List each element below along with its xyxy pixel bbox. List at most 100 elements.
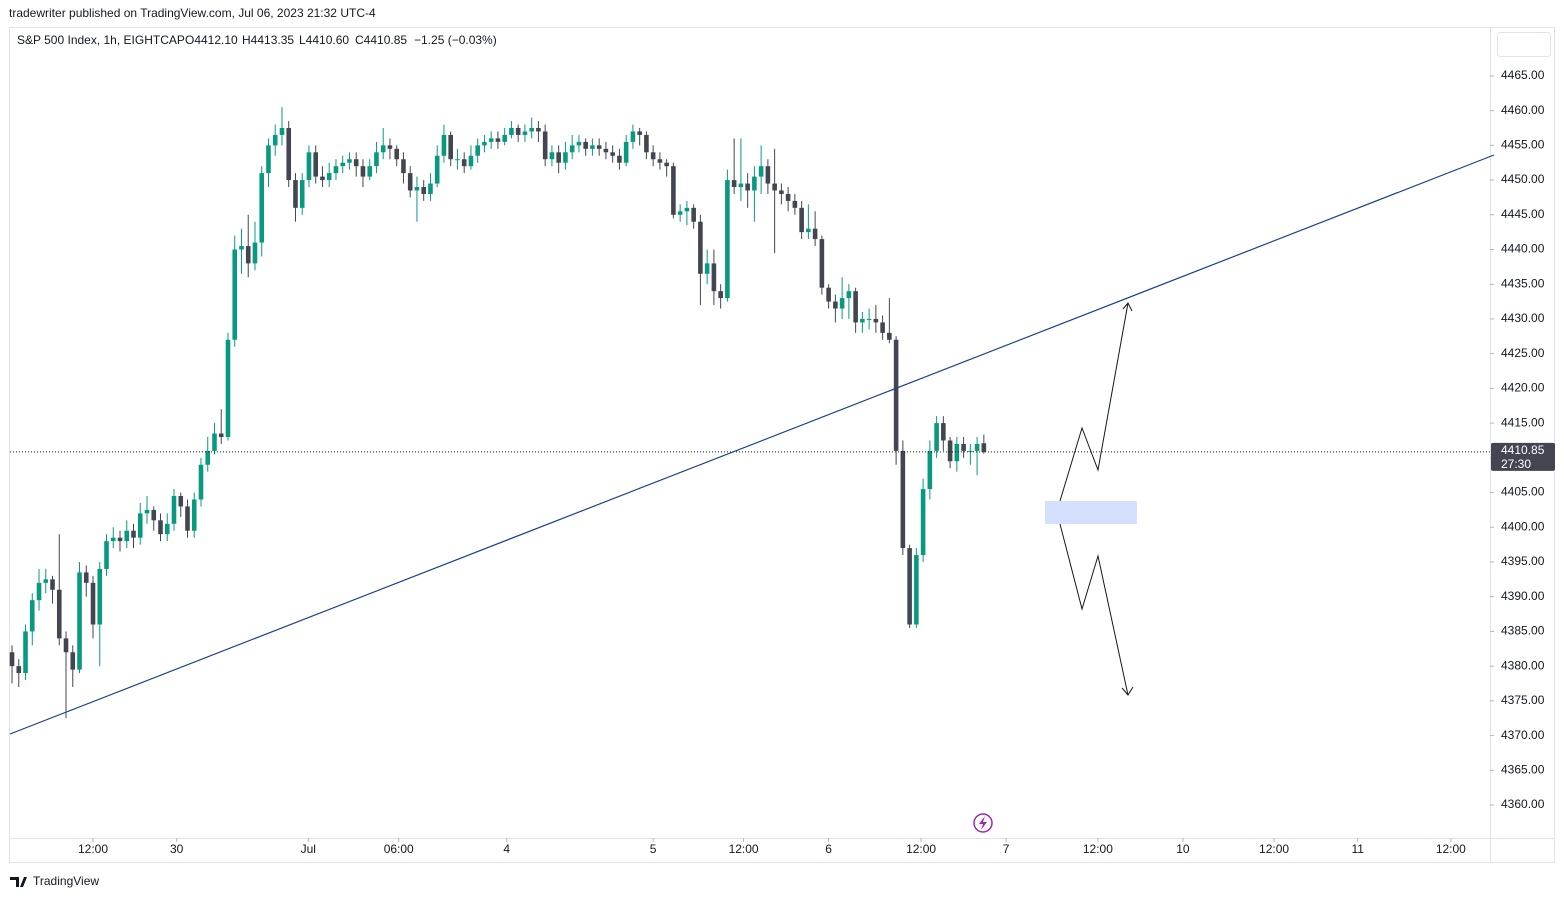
candle-body	[752, 176, 757, 191]
candle-body	[50, 579, 55, 590]
down-path[interactable]	[1059, 523, 1129, 696]
candle-body	[758, 166, 764, 177]
legend-symbol: S&P 500 Index, 1h, EIGHTCAP	[17, 33, 185, 47]
candle-body	[340, 162, 346, 167]
candle-body	[610, 152, 615, 156]
y-tick-label: 4420.00	[1501, 381, 1545, 395]
candle-body	[252, 242, 258, 264]
candle-body	[644, 134, 649, 153]
candle-body	[839, 298, 845, 309]
candle-body	[90, 582, 96, 625]
x-tick-label: 06:00	[384, 842, 414, 856]
candle-body	[934, 423, 939, 451]
x-tick-label: 12:00	[906, 842, 936, 856]
y-tick-label: 4405.00	[1501, 485, 1545, 499]
candle-body	[23, 631, 28, 674]
candle-body	[738, 183, 744, 188]
candle-body	[245, 246, 251, 264]
candle-body	[178, 496, 184, 507]
candle-body	[63, 638, 69, 653]
candle-body	[56, 589, 62, 639]
footer-logo: TradingView	[10, 874, 99, 888]
candle-body	[218, 433, 224, 437]
candle-body	[981, 443, 987, 452]
x-tick-label: Jul	[301, 842, 316, 856]
candle-body	[704, 263, 710, 274]
trend-line[interactable]	[9, 154, 1495, 735]
candle-body	[353, 159, 359, 167]
candle-body	[475, 145, 480, 156]
candle-body	[151, 509, 157, 521]
candle-body	[374, 152, 379, 167]
y-tick-label: 4460.00	[1501, 103, 1545, 117]
candle-body	[43, 579, 49, 583]
plot-area: 4360.00 4365.00 4370.00 4375.00 4380.00 4385.…	[9, 68, 1555, 856]
candle-body	[198, 464, 204, 500]
candle-body	[650, 152, 656, 160]
candle-body	[968, 450, 973, 452]
candle-body	[232, 249, 238, 340]
candle-body	[272, 134, 278, 146]
x-tick-label: 30	[170, 842, 184, 856]
candle-body	[441, 134, 447, 156]
candle-body	[893, 339, 899, 451]
y-tick-label: 4435.00	[1501, 276, 1545, 290]
candle-body	[866, 318, 872, 320]
candle-body	[266, 145, 271, 174]
candle-body	[191, 499, 197, 531]
candle-body	[468, 155, 474, 167]
candle-body	[239, 246, 244, 250]
y-tick-label: 4430.00	[1501, 311, 1545, 325]
candle-body	[110, 537, 116, 542]
candle-body	[623, 141, 629, 163]
candle-body	[765, 166, 771, 184]
y-tick-label: 4365.00	[1501, 762, 1545, 776]
x-tick-label: 6	[825, 842, 832, 856]
candle-body	[9, 652, 15, 667]
legend-low: L4410.60	[299, 33, 349, 47]
candle-body	[920, 489, 926, 556]
candle-body	[164, 523, 170, 535]
y-tick-label: 4390.00	[1501, 589, 1545, 603]
candle-body	[259, 173, 265, 243]
arrow-head	[1121, 686, 1134, 696]
up-path[interactable]	[1059, 302, 1129, 502]
candle-body	[401, 159, 406, 174]
candle-body	[137, 513, 143, 538]
candle-body	[320, 176, 325, 181]
candle-body	[731, 180, 737, 188]
y-tick-label: 4445.00	[1501, 207, 1545, 221]
zone-box[interactable]	[1045, 501, 1137, 524]
candle-body	[799, 207, 804, 233]
chart-frame	[9, 27, 1555, 863]
candle-body	[117, 537, 123, 542]
y-tick-label: 4425.00	[1501, 346, 1545, 360]
drawings	[9, 154, 1495, 833]
candle-body	[880, 322, 885, 333]
candle-body	[313, 152, 319, 177]
candle-body	[846, 291, 852, 299]
candle-body	[947, 440, 953, 462]
y-tick-label: 4385.00	[1501, 624, 1545, 638]
candle-body	[684, 207, 690, 212]
toolbar-button[interactable]	[1497, 32, 1551, 57]
countdown-label: 27:30	[1501, 457, 1531, 471]
candle-body	[812, 228, 818, 240]
candle-body	[745, 183, 750, 191]
candle-body	[542, 131, 548, 160]
legend: S&P 500 Index, 1h, EIGHTCAP O4412.10 H44…	[17, 33, 497, 47]
y-tick-label: 4455.00	[1501, 138, 1545, 152]
candle-body	[907, 548, 912, 625]
candle-body	[286, 127, 292, 181]
candle-body	[860, 318, 865, 323]
x-tick-label: 12:00	[1259, 842, 1289, 856]
candle-body	[522, 131, 528, 135]
candle-body	[16, 666, 22, 674]
x-tick-label: 5	[650, 842, 657, 856]
x-tick-label: 12:00	[1083, 842, 1113, 856]
candle-body	[158, 520, 163, 535]
candle-body	[428, 183, 433, 194]
candle-body	[806, 228, 811, 233]
candle-body	[792, 200, 798, 208]
